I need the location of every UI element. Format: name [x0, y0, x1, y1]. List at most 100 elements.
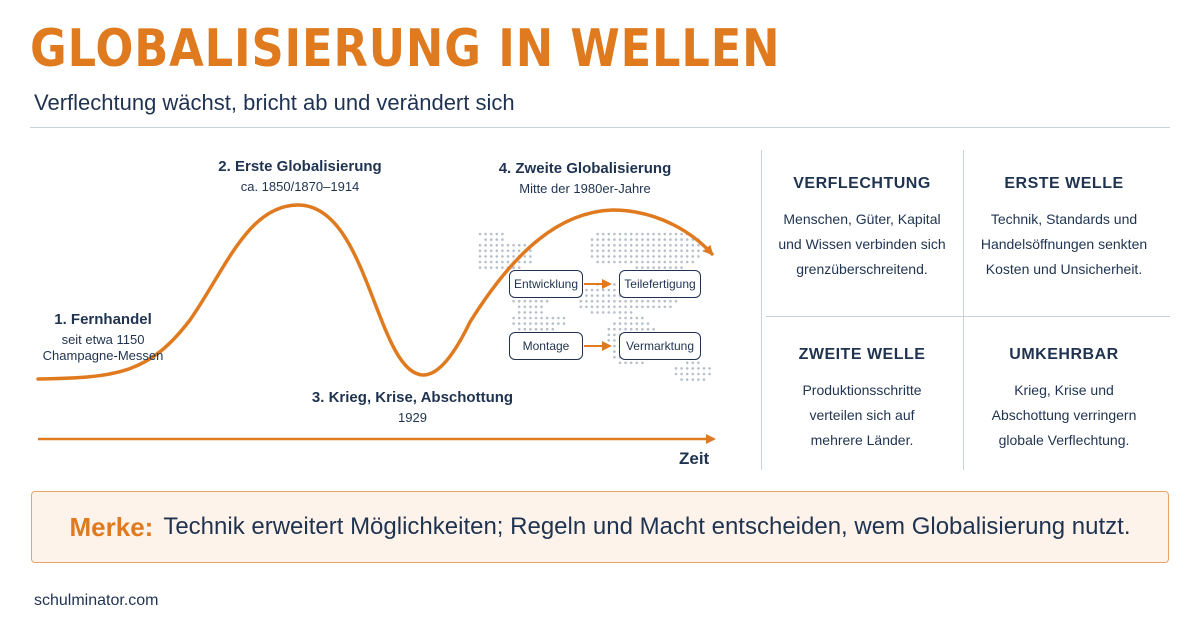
map-dot	[629, 249, 633, 253]
panel-zweite-welle: ZWEITE WELLE Produktionsschritte verteil…	[762, 346, 962, 453]
map-dot	[635, 255, 639, 258]
map-dot	[517, 260, 521, 264]
phase-title: 1. Fernhandel	[54, 311, 152, 328]
map-dot	[607, 305, 611, 309]
map-dot	[501, 266, 504, 269]
panel-line: verteilen sich auf	[809, 407, 915, 423]
map-dot	[674, 238, 678, 241]
map-dot	[512, 243, 515, 247]
map-dot	[708, 372, 711, 376]
map-dot	[629, 311, 633, 314]
map-dot	[680, 372, 683, 376]
map-dot	[540, 305, 543, 309]
map-dot	[501, 243, 504, 247]
map-dot	[669, 255, 672, 258]
map-dot	[685, 238, 689, 241]
map-dot	[618, 243, 622, 247]
map-dot	[669, 249, 672, 253]
map-dot	[512, 249, 515, 253]
map-dot	[545, 316, 549, 320]
map-dot	[540, 316, 543, 320]
map-dot	[613, 238, 616, 241]
map-dot	[478, 232, 482, 236]
map-dot	[641, 361, 644, 365]
map-dot	[601, 288, 605, 292]
map-dot	[674, 367, 678, 370]
map-dot	[590, 311, 594, 314]
map-dot	[663, 260, 667, 264]
map-dot	[596, 255, 599, 258]
map-dot	[557, 316, 560, 320]
map-dot	[629, 316, 633, 320]
panel-heading: UMKEHRBAR	[1009, 346, 1119, 363]
map-dot	[629, 243, 633, 247]
phase-detail: ca. 1850/1870–1914	[240, 179, 360, 194]
map-dot	[613, 243, 616, 247]
map-dot	[635, 327, 639, 331]
map-dot	[607, 299, 611, 303]
map-dot	[596, 249, 599, 253]
map-dot	[669, 232, 672, 236]
map-dot	[484, 243, 487, 247]
map-dot	[652, 243, 655, 247]
map-dot	[512, 299, 515, 303]
map-dot	[685, 249, 689, 253]
map-dot	[691, 255, 695, 258]
map-dot	[691, 249, 695, 253]
map-dot	[641, 238, 644, 241]
phase-detail: 1929	[398, 410, 427, 425]
map-dot	[523, 299, 527, 303]
map-dot	[641, 266, 644, 269]
map-dot	[495, 266, 499, 269]
panel-line: Technik, Standards und	[990, 211, 1138, 227]
phase-zweite-globalisierung: 4. Zweite Globalisierung Mitte der 1980e…	[480, 160, 690, 196]
map-dot	[484, 260, 487, 264]
world-map-dots-icon	[478, 232, 711, 381]
merke-box: Merke: Technik erweitert Möglichkeiten; …	[31, 491, 1169, 563]
map-dot	[618, 316, 622, 320]
map-dot	[607, 232, 611, 236]
map-dot	[484, 249, 487, 253]
map-dot	[551, 327, 555, 331]
map-dot	[674, 266, 678, 269]
map-dot	[596, 299, 599, 303]
map-dot	[624, 255, 627, 258]
map-dot	[607, 288, 611, 292]
map-dot	[646, 232, 650, 236]
map-dot	[562, 316, 566, 320]
panel-divider-middle	[766, 316, 1170, 317]
map-dot	[674, 255, 678, 258]
phase-detail: seit etwa 1150	[61, 332, 145, 347]
map-dot	[680, 238, 683, 241]
map-dot	[523, 327, 527, 331]
map-dot	[523, 255, 527, 258]
map-dot	[680, 255, 683, 258]
map-dot	[702, 367, 706, 370]
phase-title: 3. Krieg, Krise, Abschottung	[311, 389, 514, 406]
map-dot	[512, 255, 515, 258]
map-dot	[635, 232, 639, 236]
map-dot	[618, 249, 622, 253]
map-dot	[635, 238, 639, 241]
map-dot	[641, 327, 644, 331]
panel-divider-center	[963, 150, 964, 470]
panel-line: globale Verflechtung.	[998, 432, 1130, 448]
map-dot	[540, 327, 543, 331]
map-dot	[635, 322, 639, 325]
map-dot	[657, 266, 661, 269]
map-dot	[484, 266, 487, 269]
map-dot	[663, 238, 667, 241]
map-dot	[501, 249, 504, 253]
map-dot	[590, 294, 594, 297]
panel-text: Krieg, Krise und Abschottung verringern …	[964, 378, 1164, 453]
wave-diagram	[36, 203, 716, 444]
map-dot	[495, 249, 499, 253]
map-dot	[512, 266, 515, 269]
map-dot	[551, 316, 555, 320]
map-dot	[652, 238, 655, 241]
map-dot	[517, 311, 521, 314]
map-dot	[529, 316, 532, 320]
map-dot	[685, 361, 689, 365]
map-dot	[601, 255, 605, 258]
map-dot	[495, 260, 499, 264]
